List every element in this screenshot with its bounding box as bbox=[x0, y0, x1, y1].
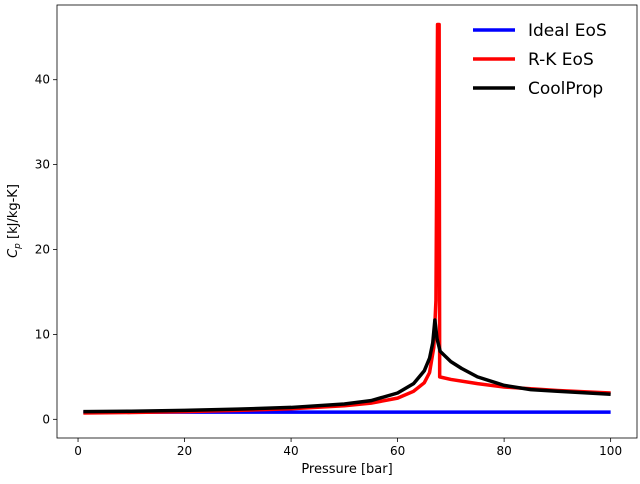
x-tick-label: 80 bbox=[496, 444, 511, 458]
x-axis-label: Pressure [bar] bbox=[301, 462, 392, 477]
legend-label: R-K EoS bbox=[528, 50, 594, 70]
x-tick-label: 20 bbox=[177, 444, 192, 458]
y-axis: 0 10 20 30 40 bbox=[35, 73, 57, 426]
x-axis: 0 20 40 60 80 100 bbox=[74, 438, 622, 458]
series-lines bbox=[83, 22, 611, 415]
y-axis-label: Cp [kJ/kg-K] bbox=[6, 184, 23, 258]
x-tick-label: 100 bbox=[599, 444, 622, 458]
legend-label: CoolProp bbox=[528, 79, 603, 99]
y-tick-label: 10 bbox=[35, 327, 50, 341]
y-tick-label: 0 bbox=[42, 412, 50, 426]
x-tick-label: 40 bbox=[283, 444, 298, 458]
x-tick-label: 60 bbox=[390, 444, 405, 458]
legend-label: Ideal EoS bbox=[528, 21, 607, 41]
y-tick-label: 40 bbox=[35, 73, 50, 87]
x-tick-label: 0 bbox=[74, 444, 82, 458]
y-tick-label: 20 bbox=[35, 243, 50, 257]
legend: Ideal EoS R-K EoS CoolProp bbox=[473, 21, 607, 99]
plot-frame bbox=[56, 4, 638, 439]
series-line-coolprop bbox=[83, 318, 611, 414]
y-tick-label: 30 bbox=[35, 158, 50, 172]
